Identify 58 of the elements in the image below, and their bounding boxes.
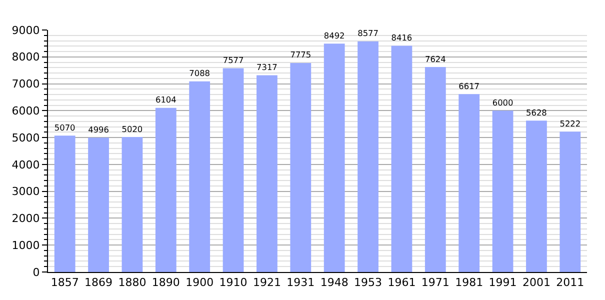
- bar: [155, 108, 176, 272]
- x-tick-label: 1900: [186, 276, 214, 290]
- data-label: 7775: [290, 50, 312, 60]
- x-tick-label: 1953: [354, 276, 382, 290]
- data-label: 6617: [458, 80, 480, 91]
- x-tick-label: 1857: [50, 276, 79, 290]
- x-tick-label: 1869: [84, 276, 113, 290]
- y-tick-label: 6000: [12, 104, 40, 118]
- data-label: 8492: [324, 30, 345, 40]
- x-tick-label: 2001: [522, 276, 550, 290]
- y-tick-label: 8000: [12, 50, 40, 64]
- bar: [122, 137, 143, 272]
- data-label: 8416: [391, 32, 412, 42]
- data-label: 5020: [122, 124, 143, 134]
- bar: [256, 75, 278, 272]
- data-label: 5222: [560, 118, 581, 128]
- data-label: 6104: [155, 94, 176, 105]
- y-tick-label: 4000: [12, 158, 40, 172]
- data-label: 7088: [189, 68, 210, 78]
- data-label: 7317: [256, 62, 278, 72]
- y-tick-label: 9000: [12, 24, 40, 37]
- bar: [189, 81, 210, 272]
- x-tick-label: 1890: [152, 276, 180, 290]
- x-tick-label: 1910: [219, 276, 248, 290]
- bar: [222, 68, 244, 272]
- x-tick-label: 1931: [286, 276, 315, 290]
- bar: [424, 67, 446, 272]
- data-label: 6000: [492, 97, 514, 108]
- data-label: 5070: [54, 122, 76, 132]
- bar: [391, 46, 412, 272]
- x-tick-label: 1880: [118, 276, 146, 290]
- bar: [88, 138, 109, 272]
- data-label: 7577: [222, 55, 244, 66]
- y-tick-label: 1000: [12, 238, 40, 252]
- bar: [358, 41, 378, 272]
- x-tick-label: 1921: [252, 276, 281, 290]
- data-label: 8577: [358, 28, 378, 38]
- bar: [492, 110, 514, 272]
- y-tick-label: 0: [32, 266, 40, 279]
- x-tick-label: 2011: [556, 276, 584, 290]
- data-label: 7624: [424, 54, 446, 64]
- bar: [54, 136, 76, 272]
- bar: [324, 44, 345, 272]
- y-tick-label: 5000: [12, 131, 40, 144]
- y-tick-label: 7000: [12, 78, 40, 91]
- data-label: 4996: [88, 124, 109, 134]
- y-tick-label: 2000: [12, 212, 40, 226]
- x-tick-label: 1961: [388, 276, 416, 290]
- x-tick-label: 1981: [455, 276, 484, 290]
- y-tick-label: 3000: [12, 185, 40, 198]
- bar: [526, 120, 547, 272]
- x-tick-label: 1948: [320, 276, 348, 290]
- data-label: 5628: [526, 107, 547, 118]
- x-tick-label: 1971: [421, 276, 450, 290]
- x-tick-label: 1991: [488, 276, 517, 290]
- bar: [560, 132, 581, 272]
- bar: [458, 94, 480, 272]
- bar: [290, 62, 312, 272]
